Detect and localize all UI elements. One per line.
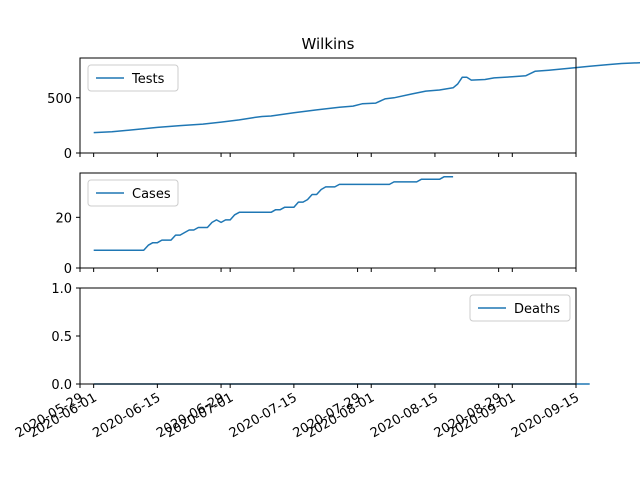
- panel-tests: 0 500 Tests: [47, 57, 640, 162]
- tests-legend: [87, 64, 179, 92]
- cases-axes-frame: [79, 172, 577, 269]
- cases-legend: [87, 179, 179, 207]
- tests-y-tick-label: 0: [64, 147, 72, 162]
- chart-panels: 0500Tests020Cases0.00.51.0Deaths2020-05-…: [13, 57, 640, 441]
- cases-legend-label: Cases: [132, 187, 171, 202]
- tests-y-tick-label: 500: [47, 92, 72, 107]
- panel-deaths: 0.0 0.5 1.0 Deaths: [51, 282, 590, 393]
- x-tick-label: 2020-06-15: [90, 390, 163, 441]
- tests-axes-frame: [79, 57, 577, 154]
- x-tick-label: 2020-07-15: [227, 390, 300, 441]
- deaths-legend-label: Deaths: [514, 302, 560, 317]
- x-tick-label: 2020-08-15: [368, 390, 441, 441]
- chart-title: Wilkins: [301, 35, 354, 53]
- deaths-y-tick-label: 1.0: [51, 282, 72, 297]
- deaths-legend: [469, 294, 571, 322]
- tests-series-line: [93, 62, 640, 134]
- panel-cases: 0 20 Cases: [55, 172, 577, 277]
- deaths-y-tick-label: 0.5: [51, 330, 72, 345]
- tests-legend-label: Tests: [131, 72, 165, 87]
- cases-series-line: [93, 176, 454, 252]
- deaths-y-tick-label: 0.0: [51, 378, 72, 393]
- cases-y-tick-label: 0: [64, 262, 72, 277]
- cases-y-tick-label: 20: [55, 211, 72, 226]
- x-tick-label: 2020-09-15: [509, 390, 582, 441]
